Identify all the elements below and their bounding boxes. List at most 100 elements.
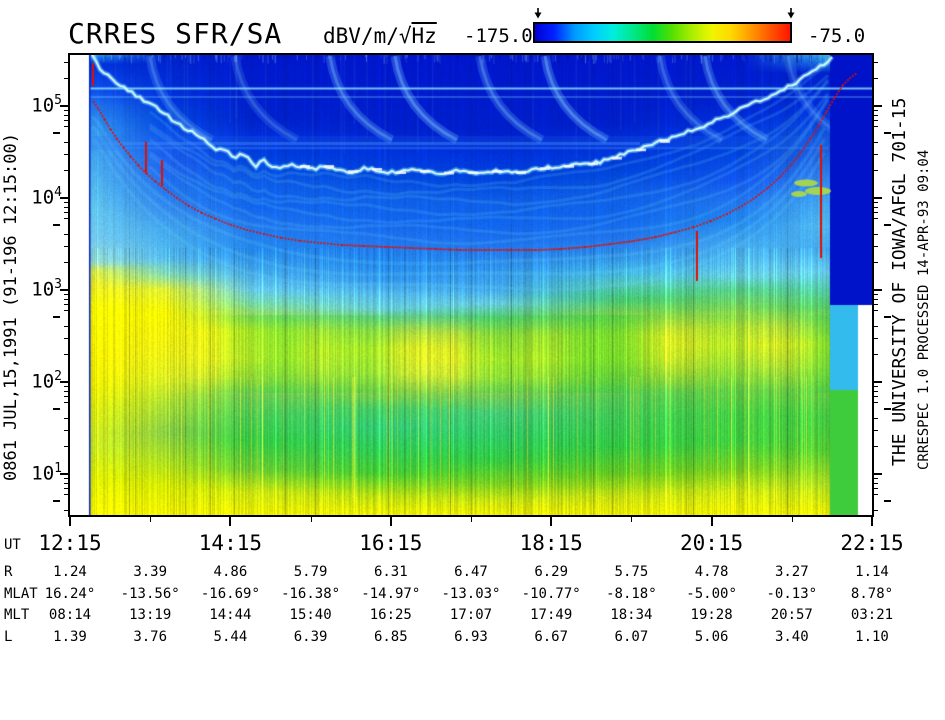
ephemeris-value-cell: 5.06 [694,628,729,645]
y-axis-tick-label: 105 [31,92,62,116]
ephemeris-value-cell: 1.24 [53,564,87,580]
ephemeris-row-label: MLT [4,607,30,623]
y-axis-major-tick [60,104,68,107]
ephemeris-value-cell: 3.76 [133,628,168,645]
y-axis-minor-tick [64,153,68,155]
ephemeris-value-cell: 6.07 [614,628,649,645]
y-axis-minor-tick [64,353,68,355]
y-axis-minor-tick [64,487,68,489]
ephemeris-value-cell: -5.00° [686,585,737,602]
y-axis-minor-tick [64,245,68,247]
y-axis-minor-tick [64,218,68,219]
y-axis-minor-tick [874,310,878,311]
x-axis-tick-label: 18:15 [519,531,583,555]
y-axis-minor-tick [874,429,878,431]
ephemeris-value-cell: -10.77° [521,585,581,602]
x-axis-major-tick [871,517,873,526]
ephemeris-value-cell: 1.10 [855,628,889,645]
y-axis-half-decade-tick [53,316,60,319]
x-axis-tick-label: 12:15 [38,531,102,555]
y-axis-minor-tick [874,218,878,219]
ephemeris-value-cell: 6.93 [454,628,488,645]
colorbar-max-marker-icon [787,8,795,19]
x-axis-major-tick [229,517,232,526]
x-axis-major-tick [389,517,392,526]
ephemeris-row-label: MLAT [4,585,38,602]
y-axis-minor-tick [64,206,68,208]
y-axis-tick-label: 101 [31,460,62,484]
y-axis-minor-tick [874,234,878,236]
y-axis-half-decade-tick [53,224,60,227]
plot-area [68,53,874,517]
y-axis-major-tick [874,288,882,291]
ephemeris-value-cell: 3.27 [774,564,809,580]
y-axis-half-decade-tick [884,500,891,503]
y-axis-tick-label: 103 [31,276,62,300]
ephemeris-value-cell: 17:49 [530,607,573,623]
y-axis-minor-tick [64,298,68,300]
x-axis-major-tick [69,517,71,526]
y-axis-minor-tick [874,418,878,420]
y-axis-major-tick [60,472,68,475]
y-axis-minor-tick [874,385,878,387]
x-axis-title: UT [4,537,21,553]
ephemeris-row-label: L [4,628,13,645]
y-axis-minor-tick [874,245,878,247]
ephemeris-value-cell: 16.24° [44,585,96,602]
y-axis-minor-tick [874,211,878,213]
y-axis-half-decade-tick [53,500,60,503]
ephemeris-value-cell: -13.56° [120,585,180,602]
y-axis-minor-tick [874,206,878,208]
y-axis-minor-tick [874,298,878,300]
ephemeris-value-cell: 6.85 [373,628,408,645]
ephemeris-value-cell: 3.40 [774,628,809,645]
y-axis-minor-tick [64,126,68,127]
y-axis-minor-tick [64,477,68,479]
ephemeris-value-cell: -16.69° [200,585,260,602]
y-axis-minor-tick [874,510,878,512]
y-axis-minor-tick [64,142,68,144]
colorbar-units-hz: Hz [411,24,437,48]
y-axis-minor-tick [64,61,68,63]
ephemeris-value-cell: 3.39 [133,564,168,580]
colorbar-units-prefix: dBV/m/√ [323,24,412,48]
x-axis-minor-tick [471,517,472,522]
ephemeris-value-cell: 19:28 [690,607,733,623]
y-axis-half-decade-tick [884,132,891,135]
ephemeris-value-cell: 5.44 [213,628,248,645]
y-axis-minor-tick [64,114,68,116]
colorbar-max-label: -75.0 [808,25,866,47]
y-axis-minor-tick [874,153,878,155]
y-axis-minor-tick [874,477,878,479]
y-axis-major-tick [874,380,882,383]
y-axis-minor-tick [874,109,878,111]
y-axis-half-decade-tick [884,408,891,411]
ephemeris-value-cell: 16:25 [369,607,412,623]
x-axis-tick-label: 16:15 [359,531,423,555]
page-title: CRRES SFR/SA [68,17,283,50]
x-axis-minor-tick [310,517,312,522]
y-axis-minor-tick [874,126,878,127]
ephemeris-value-cell: -0.13° [766,585,818,602]
colorbar-units-label: dBV/m/√Hz [323,24,437,48]
y-axis-tick-label: 102 [31,368,62,392]
institution-caption: THE UNIVERSITY OF IOWA/AFGL 701-15 [889,97,910,466]
y-axis-half-decade-tick [884,316,891,319]
y-axis-major-tick [874,472,882,475]
x-axis-tick-label: 20:15 [679,531,744,555]
ephemeris-value-cell: 14:44 [209,607,252,623]
ephemeris-value-cell: 4.86 [213,564,248,580]
y-axis-major-tick [60,196,68,199]
y-axis-minor-tick [64,390,68,392]
y-axis-minor-tick [64,169,68,171]
y-axis-minor-tick [64,234,68,236]
processing-caption: CRRESPEC 1.0 PROCESSED 14-APR-93 09:04 [916,149,932,470]
y-axis-minor-tick [874,337,878,339]
y-axis-minor-tick [64,494,68,495]
y-axis-minor-tick [64,337,68,339]
y-axis-tick-label: 104 [31,184,62,208]
ephemeris-value-cell: 08:14 [48,607,92,623]
y-axis-minor-tick [874,77,878,79]
y-axis-minor-tick [64,429,68,431]
